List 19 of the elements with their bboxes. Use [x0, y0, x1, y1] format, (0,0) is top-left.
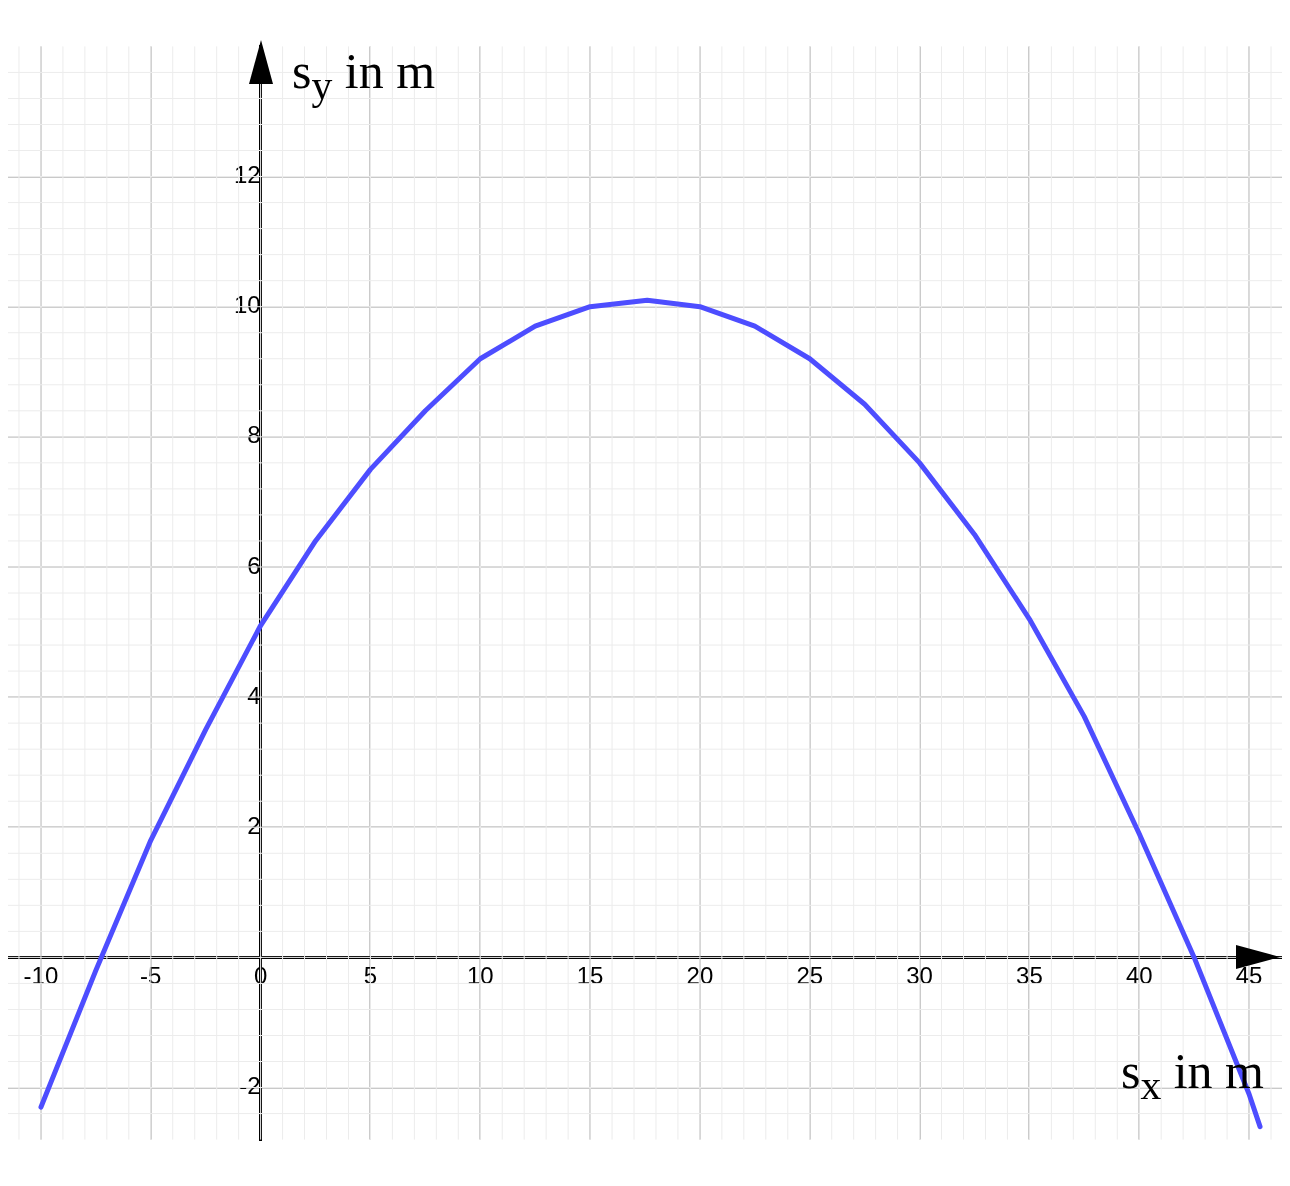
y-tick-label: -2	[239, 1072, 261, 1100]
x-tick-label: 30	[906, 962, 933, 990]
y-tick-label: 4	[247, 681, 261, 709]
x-tick-label: 40	[1125, 962, 1153, 990]
y-tick-label: 2	[247, 811, 261, 839]
y-tick-label: 10	[233, 291, 261, 319]
x-tick-label: 20	[686, 962, 714, 990]
y-tick-label: 8	[247, 421, 261, 449]
x-tick-label: 10	[466, 962, 494, 990]
x-tick-label: 45	[1235, 962, 1263, 990]
x-tick-label: -5	[140, 962, 162, 990]
x-tick-label: 15	[576, 962, 604, 990]
x-tick-label: 5	[363, 962, 378, 990]
y-tick-label: 6	[247, 551, 261, 579]
y-tick-label: 12	[233, 161, 261, 189]
x-tick-label: 25	[796, 962, 824, 990]
y-axis-title: s$_{y}$ in m	[291, 42, 437, 110]
x-tick-label: -10	[23, 962, 59, 990]
x-tick-label: 35	[1016, 962, 1043, 990]
